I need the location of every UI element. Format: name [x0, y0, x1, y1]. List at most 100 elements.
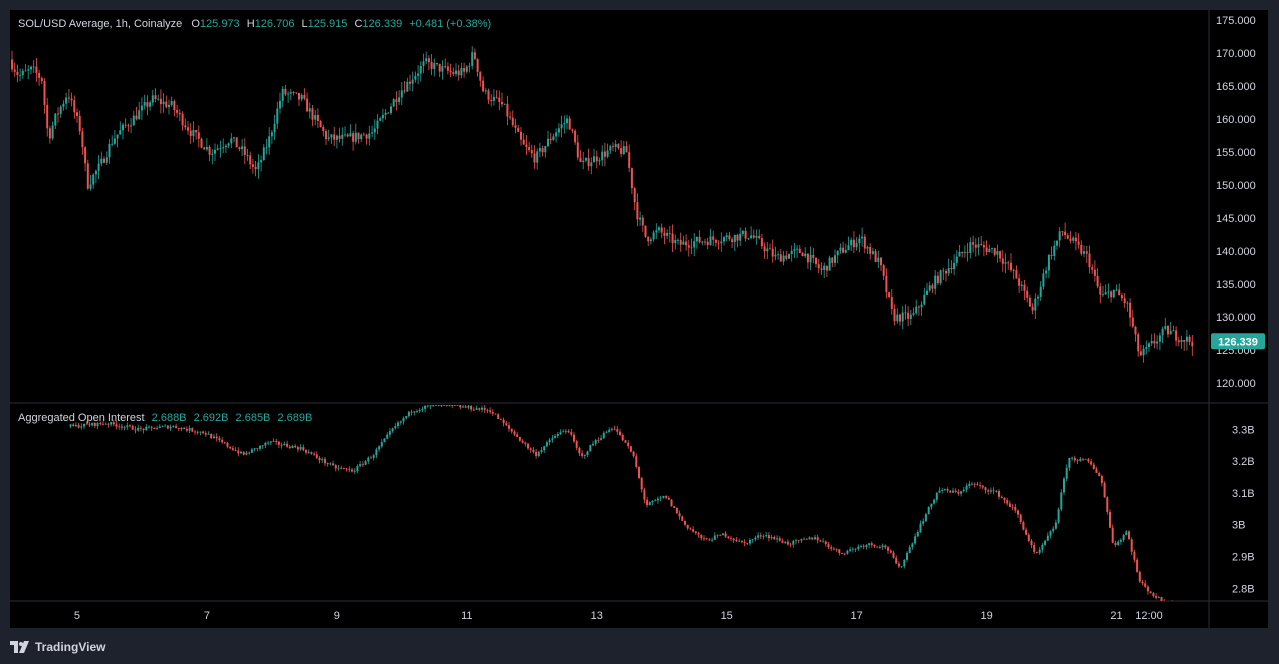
price-candle-body: [284, 88, 287, 95]
oi-candle-body: [1035, 552, 1038, 553]
price-candle-body: [1085, 251, 1088, 254]
oi-candle-body: [862, 546, 865, 547]
oi-candle-body: [851, 548, 854, 550]
oi-candle-body: [85, 423, 88, 425]
oi-candle-body: [843, 553, 846, 555]
price-candle-body: [598, 160, 601, 162]
oi-candle-body: [870, 543, 873, 546]
oi-candle-body: [432, 405, 435, 406]
price-candle-body: [30, 66, 32, 70]
oi-candle-body: [616, 429, 619, 432]
oi-candle-body: [353, 471, 356, 472]
oi-candle-body: [689, 528, 692, 530]
price-candle-body: [379, 118, 382, 121]
oi-candle-body: [1068, 457, 1071, 468]
oi-candle-body: [351, 469, 353, 472]
price-candle-body: [655, 230, 658, 233]
oi-candle-body: [535, 451, 538, 456]
price-candle-body: [633, 188, 636, 203]
oi-candle-body: [172, 426, 175, 427]
oi-candle-body: [805, 538, 808, 540]
price-candle-body: [706, 241, 709, 246]
oi-candle-body: [1133, 551, 1136, 560]
tradingview-branding[interactable]: TradingView: [10, 638, 105, 656]
oi-candle-body: [1071, 457, 1074, 459]
oi-candle-body: [841, 553, 843, 554]
oi-candle-body: [240, 451, 242, 454]
price-candle-body: [335, 135, 338, 140]
price-candle-body: [1050, 255, 1053, 256]
oi-candle-body: [1106, 497, 1109, 512]
price-candle-body: [1120, 295, 1123, 299]
oi-candle-body: [397, 422, 399, 427]
price-candle-body: [116, 134, 119, 139]
oi-candle-body: [860, 546, 862, 547]
price-candle-body: [484, 90, 487, 92]
oi-candle-body: [1011, 506, 1014, 508]
oi-candle-body: [954, 490, 957, 492]
oi-candle-body: [757, 535, 760, 538]
oi-candle-body: [570, 432, 573, 435]
price-candle-body: [912, 313, 915, 315]
price-candle-body: [216, 148, 219, 150]
oi-candle-body: [708, 539, 711, 541]
oi-candle-body: [269, 441, 272, 443]
price-candle-body: [758, 235, 761, 239]
oi-candle-body: [583, 455, 586, 456]
oi-candle-body: [475, 408, 478, 410]
price-candle-body: [27, 69, 30, 71]
oi-value-2: 2.692B: [193, 412, 229, 424]
oi-candle-body: [180, 427, 183, 430]
price-candle-body: [641, 217, 644, 226]
oi-candle-body: [648, 502, 651, 506]
price-candle-body: [928, 285, 931, 291]
price-candle-body: [105, 157, 108, 163]
oi-candle-body: [979, 485, 982, 486]
last-price-label: 126.339: [1218, 336, 1258, 348]
chart-svg[interactable]: 175.000 170.000 165.000 160.000 155.000 150.0…: [10, 10, 1268, 628]
oi-candle-body: [784, 541, 787, 543]
high-value: 126.706: [254, 18, 295, 30]
oi-candle-body: [814, 537, 816, 540]
price-candle-body: [988, 248, 991, 253]
price-candle-body: [993, 248, 996, 255]
price-candle-body: [1015, 270, 1018, 279]
oi-candle-body: [822, 541, 825, 543]
price-candle-body: [157, 98, 160, 100]
oi-candle-body: [803, 538, 806, 540]
price-candle-body: [955, 256, 958, 263]
oi-candle-body: [332, 463, 335, 466]
oi-candle-body: [307, 452, 310, 453]
oi-candle-body: [881, 545, 884, 548]
price-candle-body: [999, 251, 1002, 259]
price-candle-body: [308, 108, 311, 112]
price-candle-body: [76, 112, 78, 116]
oi-candle-body: [207, 433, 210, 435]
oi-candle-body: [413, 411, 416, 413]
price-candle-body: [371, 132, 374, 134]
price-candle-body: [788, 254, 790, 259]
price-candle-body: [639, 217, 642, 220]
price-candle-body: [620, 148, 623, 154]
price-candle-body: [961, 251, 964, 253]
oi-candle-body: [613, 428, 616, 430]
oi-candle-body: [897, 563, 900, 567]
price-candle-body: [625, 146, 628, 153]
price-candle-body: [701, 241, 704, 243]
oi-candle-body: [434, 405, 437, 406]
oi-candle-body: [440, 405, 443, 406]
oi-candle-body: [581, 453, 584, 456]
oi-candle-body: [703, 538, 705, 540]
price-candle-body: [349, 133, 352, 137]
oi-candle-body: [751, 539, 754, 541]
price-candle-body: [165, 101, 168, 108]
oi-candle-body: [1125, 531, 1128, 536]
price-candle-body: [384, 112, 387, 115]
price-candle-body: [417, 73, 420, 76]
price-candle-body: [1118, 289, 1121, 296]
price-candle-body: [387, 112, 390, 114]
price-candle-body: [1107, 291, 1110, 293]
oi-candle-body: [164, 425, 167, 427]
price-candle-body: [409, 81, 411, 84]
oi-candle-body: [1122, 535, 1125, 540]
